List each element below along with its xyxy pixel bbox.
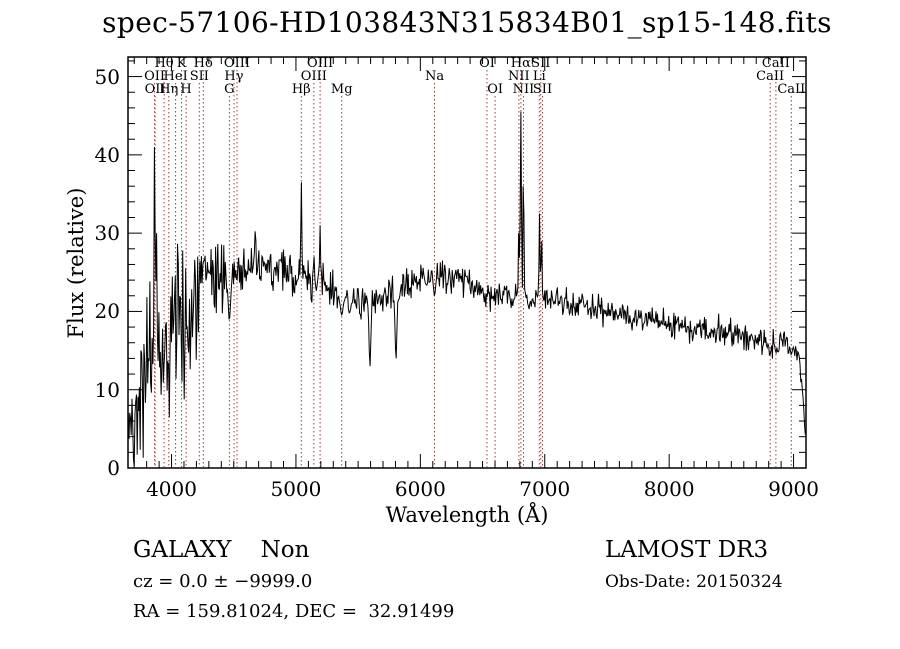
spectral-line-label: K <box>176 56 187 71</box>
spectral-line-label: HeI <box>163 69 188 84</box>
spectrum-trace <box>128 111 806 466</box>
spectral-line-label: Hδ <box>193 56 213 71</box>
x-axis-tick-label: 7000 <box>519 477 571 501</box>
spectral-line-label: OIII <box>223 56 250 71</box>
x-axis-tick-label: 5000 <box>270 477 322 501</box>
spectral-line-label: OI <box>487 82 503 97</box>
spectral-line-label: H <box>180 82 192 97</box>
classification-text: GALAXY Non <box>133 537 310 563</box>
spectral-line-label: Mg <box>330 82 353 97</box>
spectral-line-label: Hη <box>159 82 179 97</box>
y-axis-tick-label: 40 <box>94 142 120 167</box>
spectral-line-label: G <box>224 82 235 97</box>
spectral-line-label: Hγ <box>224 69 244 84</box>
spectral-line-label: OIII <box>307 56 334 71</box>
spectral-line-label: OII <box>144 82 166 97</box>
survey-text: LAMOST DR3 <box>605 537 769 563</box>
x-axis-tick-label: 8000 <box>643 477 695 501</box>
spectral-line-label: OII <box>144 69 166 84</box>
spectral-line-label: SII <box>189 69 209 84</box>
spectral-line-label: SII <box>531 56 551 71</box>
x-axis-tick-label: 4000 <box>146 477 197 501</box>
spectral-line-label: Hα <box>510 56 531 71</box>
spectral-line-label: NII <box>512 82 535 97</box>
spectral-line-label: Hβ <box>291 82 311 97</box>
y-axis-tick-label: 20 <box>94 299 120 324</box>
y-axis-tick-label: 10 <box>94 377 120 402</box>
spectral-line-label: CaII <box>761 56 790 71</box>
y-axis-tick-label: 30 <box>94 221 120 246</box>
spectral-line-label: Li <box>532 69 546 84</box>
plot-frame <box>127 56 807 469</box>
y-axis-label: Flux (relative) <box>64 187 88 339</box>
radec-text: RA = 159.81024, DEC = 32.91499 <box>133 601 455 622</box>
plot-title: spec-57106-HD103843N315834B01_sp15-148.f… <box>102 6 832 39</box>
x-axis-tick-label: 9000 <box>768 477 819 501</box>
spectral-line-label: Na <box>424 69 445 84</box>
y-axis-tick-label: 0 <box>107 456 120 480</box>
spectral-line-label: OIII <box>300 69 327 84</box>
x-axis-label: Wavelength (Å) <box>385 503 549 527</box>
spectral-line-label: SII <box>532 82 553 97</box>
cz-text: cz = 0.0 ± −9999.0 <box>133 571 313 592</box>
spectral-line-label: CaII <box>777 82 806 97</box>
spectral-line-label: Hθ <box>154 56 174 71</box>
y-axis-tick-label: 50 <box>94 64 120 89</box>
spectral-line-label: CaII <box>756 69 785 84</box>
spectral-line-label: OI <box>479 56 495 71</box>
obs-date-text: Obs-Date: 20150324 <box>605 572 783 592</box>
spectral-line-label: NII <box>508 69 530 84</box>
x-axis-tick-label: 6000 <box>394 477 446 501</box>
